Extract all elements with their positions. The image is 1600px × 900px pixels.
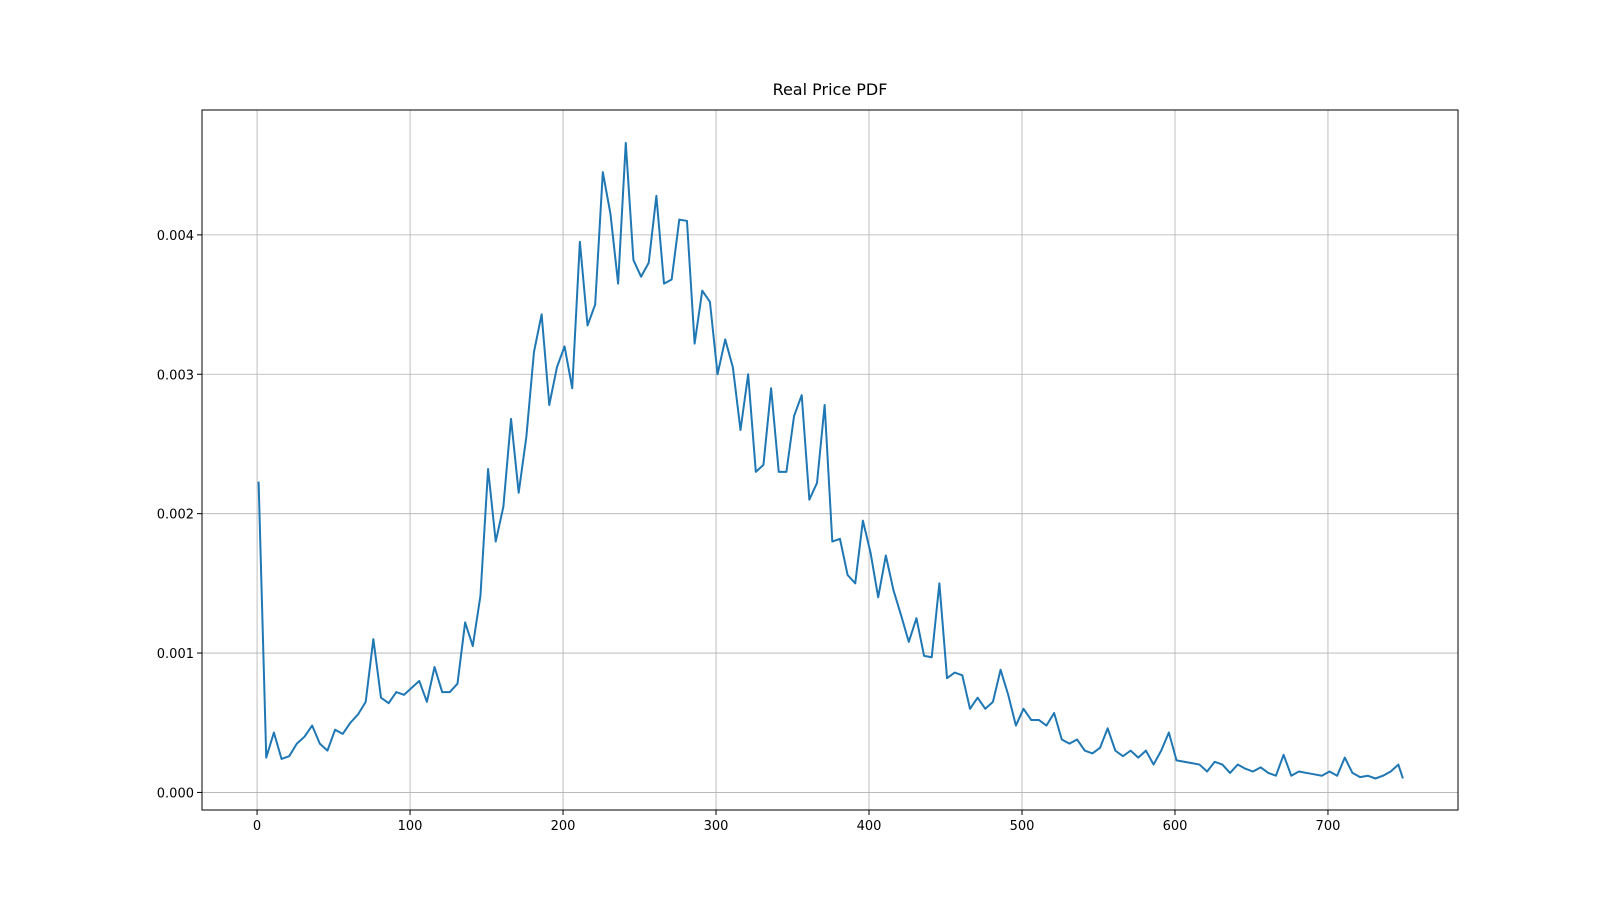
x-tick-label: 300 [704, 819, 729, 834]
y-tick-label: 0.003 [157, 368, 194, 383]
x-tick-label: 100 [398, 819, 423, 834]
y-tick-label: 0.001 [157, 647, 194, 662]
x-tick-label: 400 [857, 819, 882, 834]
plot-frame [201, 109, 1459, 811]
y-tick-label: 0.002 [157, 508, 194, 523]
x-tick-label: 700 [1316, 819, 1341, 834]
x-tick-label: 600 [1163, 819, 1188, 834]
chart-title: Real Price PDF [773, 80, 888, 99]
data-line [257, 141, 1404, 780]
y-tick-label: 0.004 [157, 229, 194, 244]
x-tick-label: 500 [1010, 819, 1035, 834]
y-tick-label: 0.000 [157, 786, 194, 801]
x-tick-label: 200 [551, 819, 576, 834]
x-tick-label: 0 [253, 819, 261, 834]
